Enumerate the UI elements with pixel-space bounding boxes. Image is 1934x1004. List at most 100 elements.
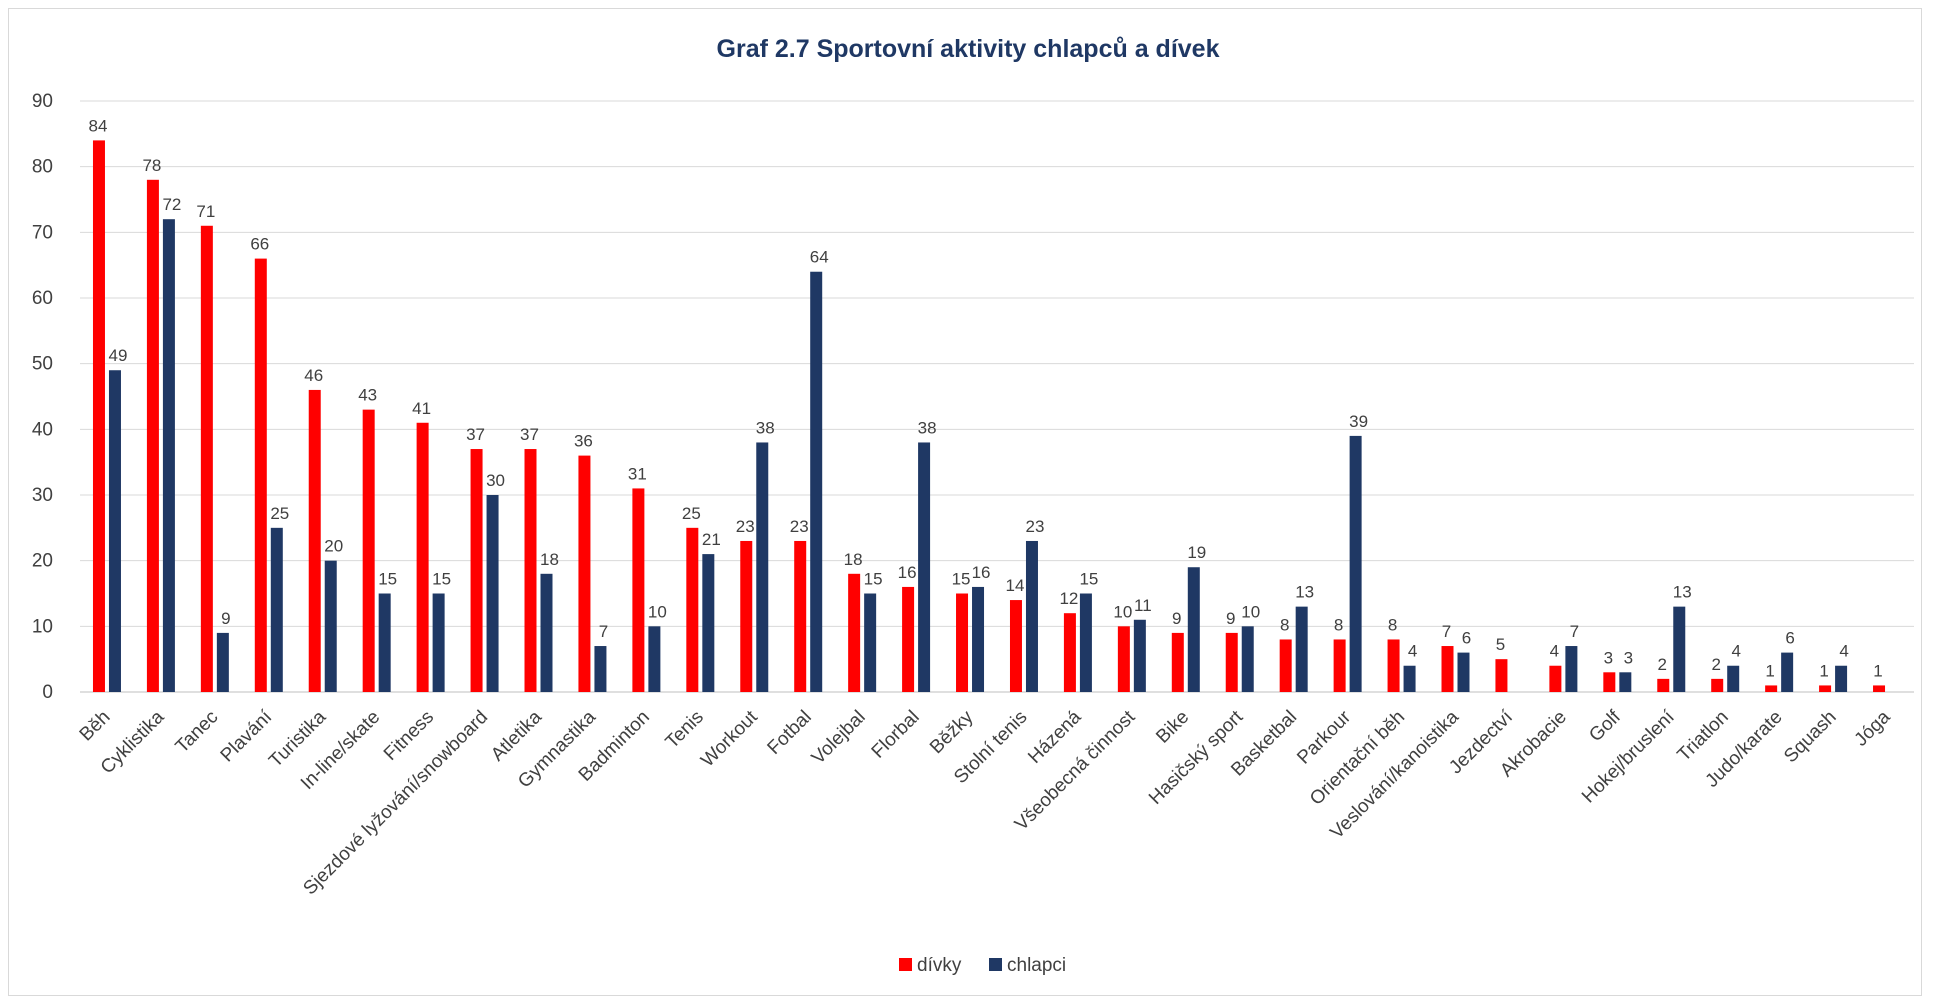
bar-chlapci	[486, 495, 499, 692]
data-label: 9	[1226, 609, 1235, 628]
y-tick-label: 20	[32, 551, 53, 572]
data-label: 3	[1604, 648, 1613, 667]
bar-chlapci	[1025, 540, 1038, 692]
bar-divky	[1009, 600, 1022, 692]
data-label: 4	[1839, 642, 1848, 661]
data-label: 23	[790, 517, 809, 536]
data-label: 16	[898, 563, 917, 582]
bar-divky	[1063, 613, 1076, 692]
data-label: 14	[1006, 576, 1025, 595]
bar-divky	[1765, 685, 1778, 692]
bar-chlapci	[1727, 665, 1740, 692]
legend-swatch-chlapci	[989, 958, 1002, 971]
data-label: 23	[736, 517, 755, 536]
category-label: Tanec	[172, 707, 223, 758]
bar-chlapci	[648, 626, 661, 692]
data-label: 4	[1550, 642, 1559, 661]
bar-divky	[1387, 639, 1400, 692]
bar-divky	[362, 409, 375, 692]
bar-divky	[1873, 685, 1886, 692]
bar-divky	[1657, 678, 1670, 692]
category-label: Hokej/bruslení	[1578, 706, 1679, 807]
bar-divky	[1279, 639, 1292, 692]
bar-chlapci	[1187, 567, 1200, 692]
bar-chlapci	[1781, 652, 1794, 692]
bar-chlapci	[432, 593, 445, 692]
bar-chart: Graf 2.7 Sportovní aktivity chlapců a dí…	[32, 35, 1914, 976]
bar-divky	[1171, 632, 1184, 692]
y-axis-ticks: 0 10 20 30 40 50 60 70 80 90	[32, 91, 53, 703]
bar-chlapci	[1295, 606, 1308, 692]
data-label: 9	[221, 609, 230, 628]
bar-chlapci	[1403, 665, 1416, 692]
bar-divky	[902, 586, 915, 692]
bar-chlapci	[1349, 435, 1362, 692]
data-label: 7	[1570, 622, 1579, 641]
bar-divky	[92, 140, 105, 692]
category-label: Volejbal	[808, 707, 870, 769]
bar-chlapci	[1241, 626, 1254, 692]
bar-chlapci	[1565, 646, 1578, 692]
bar-divky	[578, 455, 591, 692]
bar-divky	[254, 258, 267, 692]
data-label: 46	[304, 366, 323, 385]
data-label: 8	[1280, 615, 1289, 634]
data-label: 41	[412, 399, 431, 418]
bar-divky	[1819, 685, 1832, 692]
bar-chlapci	[1457, 652, 1470, 692]
data-label: 4	[1408, 642, 1417, 661]
bar-divky	[524, 449, 537, 692]
bar-chlapci	[918, 442, 931, 692]
data-label: 25	[682, 504, 701, 523]
data-label: 49	[109, 346, 128, 365]
data-label: 38	[918, 418, 937, 437]
data-label: 66	[250, 235, 269, 254]
bar-divky	[956, 593, 969, 692]
bar-divky	[740, 540, 753, 692]
category-label: Bike	[1152, 707, 1193, 748]
bar-chlapci	[594, 646, 607, 692]
category-label: Orientační běh	[1306, 707, 1409, 810]
data-label: 1	[1873, 661, 1882, 680]
data-label: 10	[1113, 602, 1132, 621]
bar-chlapci	[378, 593, 391, 692]
bar-chlapci	[1619, 672, 1632, 692]
data-label: 71	[196, 202, 215, 221]
bar-divky	[146, 179, 159, 693]
data-label: 10	[648, 602, 667, 621]
bar-chlapci	[216, 632, 229, 692]
category-label: Workout	[697, 706, 762, 771]
bar-chlapci	[864, 593, 877, 692]
data-label: 15	[952, 570, 971, 589]
data-label: 38	[756, 418, 775, 437]
bar-divky	[1495, 659, 1508, 692]
bar-chlapci	[702, 554, 715, 692]
bar-chlapci	[1835, 665, 1848, 692]
data-label: 1	[1819, 661, 1828, 680]
bar-divky	[1711, 678, 1724, 692]
bar-divky	[686, 527, 699, 692]
data-label: 37	[520, 425, 539, 444]
y-tick-label: 60	[32, 288, 53, 309]
data-label: 6	[1785, 629, 1794, 648]
bar-chlapci	[1079, 593, 1092, 692]
bar-chlapci	[1133, 619, 1146, 692]
bar-divky	[308, 389, 321, 692]
data-label: 37	[466, 425, 485, 444]
data-label: 36	[574, 432, 593, 451]
data-label: 31	[628, 464, 647, 483]
bar-divky	[1117, 626, 1130, 692]
category-label: Jóga	[1851, 706, 1895, 750]
data-label: 7	[599, 622, 608, 641]
data-label: 15	[1079, 570, 1098, 589]
data-label: 64	[810, 248, 829, 267]
data-label: 7	[1442, 622, 1451, 641]
legend-swatch-divky	[899, 958, 912, 971]
data-label: 13	[1673, 583, 1692, 602]
y-tick-label: 30	[32, 485, 53, 506]
bar-divky	[1225, 632, 1238, 692]
data-label: 21	[702, 530, 721, 549]
data-label: 18	[844, 550, 863, 569]
chart-title: Graf 2.7 Sportovní aktivity chlapců a dí…	[717, 35, 1220, 63]
